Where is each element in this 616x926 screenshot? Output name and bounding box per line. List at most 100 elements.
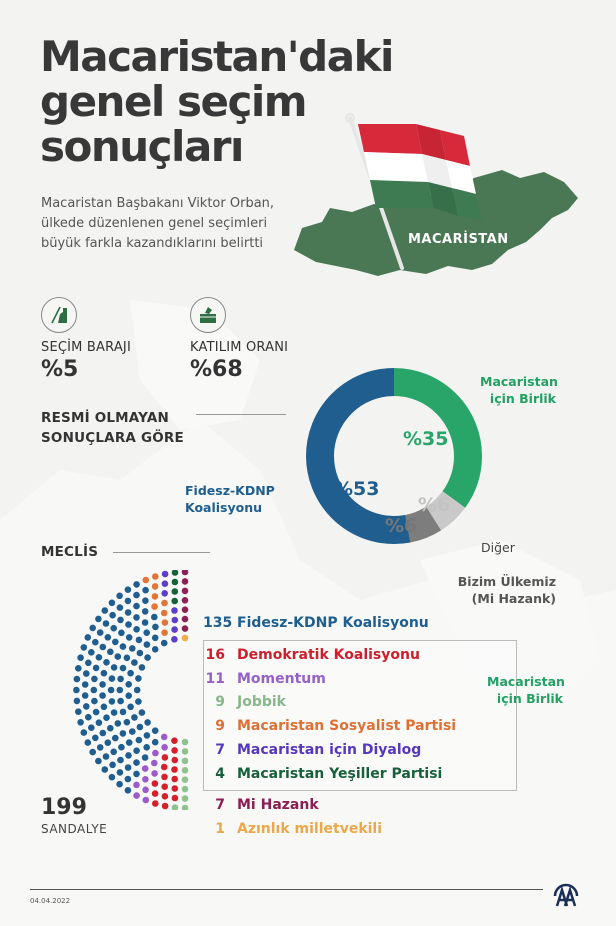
seat-dot xyxy=(116,686,124,694)
party-name: Macaristan için Diyalog xyxy=(237,742,422,759)
seat-dot xyxy=(181,634,189,642)
seat-dot xyxy=(112,734,119,742)
label-birlik: Macaristan için Birlik xyxy=(480,374,558,406)
seat-dot xyxy=(84,634,92,641)
seat-dot xyxy=(129,645,136,652)
seat-dot xyxy=(117,756,124,764)
seat-dot xyxy=(119,664,127,672)
seat-dot xyxy=(103,659,110,666)
stat-value: %5 xyxy=(41,357,79,382)
seat-dot xyxy=(171,804,179,810)
seat-dot xyxy=(127,669,134,677)
seat-dot xyxy=(123,654,131,662)
seat-dot xyxy=(75,708,82,715)
legend-other-list: 7 Mi Hazank 1 Azınlık milletvekili xyxy=(197,793,382,841)
seat-dot xyxy=(107,648,114,656)
seat-dot xyxy=(181,570,189,576)
seat-dot xyxy=(171,766,178,773)
parliament-seat-chart xyxy=(73,570,189,810)
seat-dot xyxy=(110,664,118,671)
results-heading: RESMİ OLMAYAN SONUÇLARA GÖRE xyxy=(41,408,184,448)
seat-count: 9 xyxy=(215,718,225,735)
seat-dot xyxy=(92,708,100,716)
seat-dot xyxy=(109,611,116,619)
seat-dot xyxy=(85,659,92,667)
seat-count: 9 xyxy=(215,694,225,711)
stat-threshold: SEÇİM BARAJI %5 xyxy=(41,297,131,382)
seat-dot xyxy=(104,634,112,641)
seat-dot xyxy=(181,587,189,595)
seat-dot xyxy=(125,752,132,759)
seat-dot xyxy=(99,729,107,737)
seat-count: 7 xyxy=(215,742,225,759)
seat-dot xyxy=(161,802,169,810)
seat-dot xyxy=(108,773,116,781)
seat-dot xyxy=(110,624,117,632)
seat-dot xyxy=(181,615,189,623)
seat-dot xyxy=(152,623,159,631)
aa-logo-icon xyxy=(553,883,579,907)
page-title: Macaristan'daki genel seçim sonuçları xyxy=(40,34,394,169)
seat-dot xyxy=(95,654,103,661)
seat-dot xyxy=(171,756,179,764)
results-donut-chart xyxy=(306,368,482,544)
seat-dot xyxy=(125,621,132,628)
seat-dot xyxy=(73,697,81,705)
pct-mihazank: %6 xyxy=(385,515,418,537)
legend-item: 9 Jobbik xyxy=(197,691,456,715)
seat-dot xyxy=(101,766,109,773)
seat-dot xyxy=(171,626,178,633)
seat-dot xyxy=(161,580,169,587)
seat-dot xyxy=(102,620,110,627)
threshold-icon xyxy=(41,297,77,333)
divider xyxy=(196,414,286,415)
legend-item: 9 Macaristan Sosyalist Partisi xyxy=(197,714,456,738)
seat-dot xyxy=(161,599,168,607)
seat-dot xyxy=(152,573,159,580)
seat-dot xyxy=(181,606,189,613)
seat-dot xyxy=(143,641,151,648)
seat-dot xyxy=(110,748,117,756)
seat-dot xyxy=(142,796,150,804)
seat-dot xyxy=(160,639,168,647)
seat-dot xyxy=(114,720,122,727)
seat-dot xyxy=(88,724,95,731)
pct-fidesz: %53 xyxy=(334,478,380,500)
seat-dot xyxy=(100,703,108,711)
seat-dot xyxy=(114,653,122,660)
seat-dot xyxy=(108,675,116,682)
seat-dot xyxy=(151,780,159,787)
parliament-heading: MECLİS xyxy=(41,544,99,560)
seat-dot xyxy=(181,625,189,632)
seat-dot xyxy=(95,615,102,623)
alliance-label: Macaristan için Birlik xyxy=(487,674,565,706)
title-line-2: genel seçim xyxy=(40,77,308,126)
seat-dot xyxy=(95,757,102,765)
seat-dot xyxy=(77,719,84,726)
seat-dot xyxy=(84,739,92,746)
seat-dot xyxy=(142,776,149,783)
seat-dot xyxy=(161,773,168,781)
seat-dot xyxy=(141,608,149,615)
seat-dot xyxy=(151,634,159,642)
results-heading-line-1: RESMİ OLMAYAN xyxy=(41,410,169,426)
seat-dot xyxy=(118,743,125,751)
legend-top: 135 Fidesz-KDNP Koalisyonu xyxy=(203,611,429,635)
footer-divider xyxy=(30,889,543,890)
legend-item-fidesz: 135 Fidesz-KDNP Koalisyonu xyxy=(203,611,429,635)
seat-dot xyxy=(96,744,104,751)
seat-dot xyxy=(161,744,168,751)
seat-dot xyxy=(133,614,140,621)
seat-dot xyxy=(135,675,142,682)
label-diger: Diğer xyxy=(481,540,515,555)
seat-dot xyxy=(99,643,107,651)
seat-dot xyxy=(144,719,151,726)
seat-dot xyxy=(81,692,89,699)
seat-dot xyxy=(171,597,178,605)
hungary-map-illustration xyxy=(294,113,578,276)
seat-dot xyxy=(181,738,189,746)
seat-dot xyxy=(117,697,124,705)
seat-dot xyxy=(171,785,179,792)
seat-count: 11 xyxy=(205,670,225,687)
